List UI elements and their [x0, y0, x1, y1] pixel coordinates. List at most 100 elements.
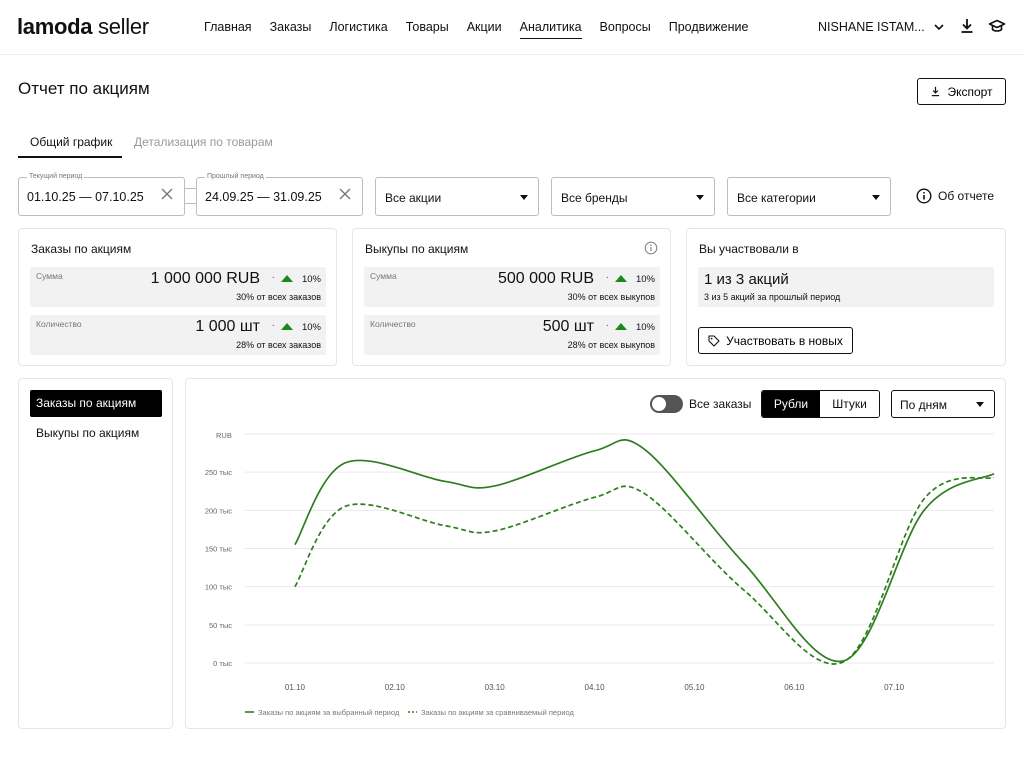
category-select-value: Все категории [737, 191, 816, 205]
orders-card: Заказы по акциям Сумма 1 000 000 RUB · 1… [18, 228, 337, 366]
metric-share: 28% от всех заказов [236, 340, 321, 350]
metric-share: 30% от всех заказов [236, 292, 321, 302]
caret-down-icon [520, 195, 528, 200]
trend-up-icon [615, 275, 627, 282]
metric-value: 500 шт [542, 318, 594, 335]
series-line-selected-period [294, 439, 995, 663]
period-connector [184, 188, 196, 204]
metric-change: 10% [301, 274, 321, 285]
promo-select[interactable]: Все акции [375, 177, 539, 216]
y-tick-label: 0 тыс [213, 659, 232, 668]
buyouts-sum-metric: Сумма 500 000 RUB · 10% 30% от всех выку… [364, 267, 660, 307]
nav-item-orders[interactable]: Заказы [269, 20, 312, 34]
metric-label: Сумма [36, 271, 63, 281]
y-tick-label: 250 тыс [205, 468, 232, 477]
brand-select-value: Все бренды [561, 191, 628, 205]
account-switcher[interactable]: NISHANE ISTAM... [818, 20, 945, 34]
report-type-menu: Заказы по акциям Выкупы по акциям [18, 378, 173, 729]
metric-label: Сумма [370, 271, 397, 281]
tab-product-details[interactable]: Детализация по товарам [134, 135, 273, 149]
metric-separator: · [271, 272, 275, 283]
menu-item-orders[interactable]: Заказы по акциям [30, 390, 162, 417]
x-tick-label: 04.10 [585, 683, 606, 692]
metric-value: 1 000 шт [195, 318, 260, 335]
buyouts-card: Выкупы по акциям Сумма 500 000 RUB · 10%… [352, 228, 671, 366]
account-name: NISHANE ISTAM... [818, 20, 925, 34]
metric-separator: · [605, 272, 609, 283]
granularity-value: По дням [900, 398, 948, 412]
participation-previous: 3 из 5 акций за прошлый период [704, 292, 841, 302]
nav-item-promotions[interactable]: Акции [466, 20, 502, 34]
nav-item-analytics[interactable]: Аналитика [519, 20, 582, 39]
buyouts-qty-metric: Количество 500 шт · 10% 28% от всех выку… [364, 315, 660, 355]
trend-up-icon [281, 323, 293, 330]
metric-share: 30% от всех выкупов [567, 292, 655, 302]
card-title: Заказы по акциям [31, 242, 132, 256]
close-icon[interactable] [160, 187, 174, 201]
download-icon [932, 86, 940, 97]
tag-icon [708, 334, 720, 347]
x-tick-label: 06.10 [784, 683, 805, 692]
brand-select[interactable]: Все бренды [551, 177, 715, 216]
info-icon [916, 188, 932, 204]
all-orders-label: Все заказы [689, 397, 752, 411]
caret-down-icon [696, 195, 704, 200]
trend-up-icon [615, 323, 627, 330]
lamoda-seller-logo[interactable]: lamoda seller [17, 14, 149, 39]
join-new-promos-label: Участвовать в новых [726, 333, 843, 348]
y-tick-label: 150 тыс [205, 545, 232, 554]
series-line-compared-period [294, 476, 995, 665]
main-nav: Главная Заказы Логистика Товары Акции Ан… [204, 20, 766, 39]
metric-change: 10% [635, 322, 655, 333]
y-axis-ticks: 0 тыс 50 тыс 100 тыс 150 тыс 200 тыс 250 тыс [205, 468, 232, 668]
y-tick-label: 50 тыс [209, 621, 232, 630]
previous-period-label: Прошлый период [205, 173, 266, 180]
unit-pcs-button[interactable]: Штуки [820, 391, 879, 417]
metric-share: 28% от всех выкупов [567, 340, 655, 350]
page-title: Отчет по акциям [18, 79, 150, 98]
metric-value: 500 000 RUB [497, 270, 594, 287]
nav-item-home[interactable]: Главная [204, 20, 252, 34]
close-icon[interactable] [338, 187, 352, 201]
about-report-label: Об отчете [938, 189, 995, 203]
current-period-value: 01.10.25 — 07.10.25 [27, 190, 144, 204]
nav-item-promotion[interactable]: Продвижение [668, 20, 749, 34]
participation-card: Вы участвовали в 1 из 3 акций 3 из 5 акц… [686, 228, 1006, 366]
current-period-field[interactable]: Текущий период 01.10.25 — 07.10.25 [18, 173, 185, 216]
nav-item-questions[interactable]: Вопросы [599, 20, 651, 34]
previous-period-value: 24.09.25 — 31.09.25 [205, 190, 322, 204]
orders-sum-metric: Сумма 1 000 000 RUB · 10% 30% от всех за… [30, 267, 326, 307]
y-tick-label: 200 тыс [205, 506, 232, 515]
join-new-promos-button[interactable]: Участвовать в новых [698, 327, 853, 354]
promo-select-value: Все акции [385, 191, 442, 205]
orders-qty-metric: Количество 1 000 шт · 10% 28% от всех за… [30, 315, 326, 355]
graduation-cap-icon[interactable] [988, 17, 1006, 35]
participation-metric: 1 из 3 акций 3 из 5 акций за прошлый пер… [698, 267, 994, 307]
x-tick-label: 02.10 [385, 683, 406, 692]
previous-period-field[interactable]: Прошлый период 24.09.25 — 31.09.25 [196, 173, 363, 216]
x-tick-label: 03.10 [485, 683, 506, 692]
metric-value: 1 000 000 RUB [150, 270, 260, 287]
tab-general-chart[interactable]: Общий график [30, 135, 113, 149]
about-report-link[interactable]: Об отчете [916, 188, 994, 204]
menu-item-buyouts[interactable]: Выкупы по акциям [36, 426, 140, 440]
toggle-knob [652, 397, 666, 411]
all-orders-toggle[interactable] [650, 395, 683, 413]
export-label: Экспорт [947, 84, 993, 99]
nav-item-products[interactable]: Товары [405, 20, 449, 34]
trend-up-icon [281, 275, 293, 282]
download-icon[interactable] [958, 17, 976, 35]
info-icon[interactable] [644, 241, 658, 255]
x-tick-label: 05.10 [684, 683, 705, 692]
x-tick-label: 01.10 [285, 683, 306, 692]
chevron-down-icon [934, 24, 944, 31]
category-select[interactable]: Все категории [727, 177, 891, 216]
granularity-select[interactable]: По дням [891, 390, 995, 418]
x-axis-ticks: 01.10 02.10 03.10 04.10 05.10 06.10 07.10 [285, 683, 905, 692]
metric-change: 10% [635, 274, 655, 285]
nav-item-logistics[interactable]: Логистика [329, 20, 388, 34]
export-button[interactable]: Экспорт [917, 78, 1006, 105]
metric-label: Количество [370, 319, 416, 329]
x-tick-label: 07.10 [884, 683, 905, 692]
unit-rub-button[interactable]: Рубли [762, 391, 820, 417]
